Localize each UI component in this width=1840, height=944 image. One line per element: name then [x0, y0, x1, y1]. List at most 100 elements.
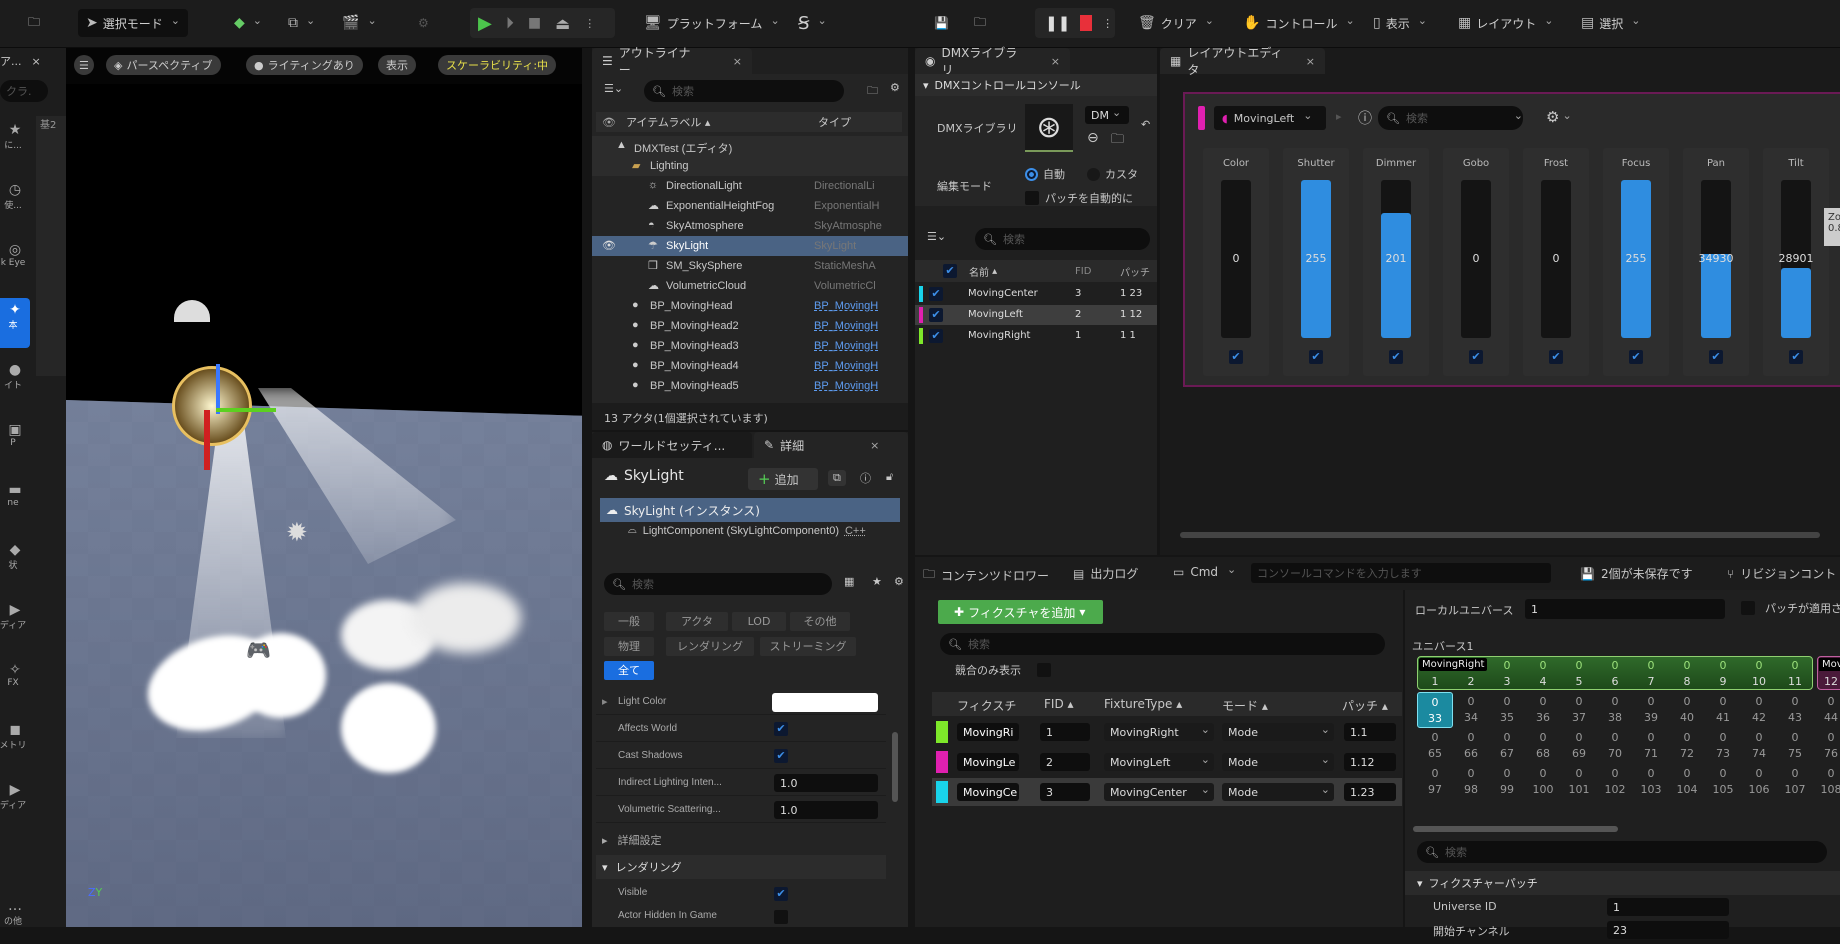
fader-enable-checkbox[interactable]: ✔ [1389, 350, 1403, 364]
channel-cell[interactable]: 0 72 [1669, 728, 1705, 764]
channel-cell[interactable]: 0 11 [1777, 656, 1813, 692]
category-4[interactable]: ● イト [0, 358, 30, 408]
fixture-row[interactable]: ✔ MovingLeft 2 1 12 [915, 305, 1157, 325]
rendering-section[interactable]: ▾ レンダリング [596, 855, 886, 879]
control-console-section[interactable]: ▾ DMXコントロールコンソール [915, 74, 1157, 96]
patch-row[interactable]: MovingCe 3 MovingCenter Mode 1.23 [932, 778, 1402, 806]
fid-input[interactable]: 2 [1040, 753, 1090, 771]
view-dropdown[interactable]: ▯ 表示 [1365, 9, 1435, 37]
advanced-section[interactable]: ▸ 詳細設定 [596, 829, 886, 851]
item-type[interactable]: BP_MovingH [814, 300, 879, 312]
lit-mode-button[interactable]: ● ライティングあり [246, 55, 363, 75]
fader-track[interactable]: 0 [1541, 180, 1571, 338]
stop-icon[interactable]: ■ [527, 15, 542, 31]
fader-enable-checkbox[interactable]: ✔ [1789, 350, 1803, 364]
record-stop-icon[interactable] [1080, 15, 1093, 31]
perspective-button[interactable]: ◈ パースペクティブ [106, 55, 221, 75]
column-patch[interactable]: パッチ [1120, 267, 1150, 279]
item-type[interactable]: BP_MovingH [814, 380, 879, 392]
play-icon[interactable]: ▶ [478, 12, 492, 34]
channel-cell[interactable]: 0 39 [1633, 692, 1669, 728]
start-channel-input[interactable]: 23 [1607, 921, 1729, 939]
cinematics-button[interactable]: 🎬 [334, 9, 385, 37]
gizmo-z-axis[interactable] [216, 364, 220, 414]
fader-enable-checkbox[interactable]: ✔ [1309, 350, 1323, 364]
fixture-name-input[interactable]: MovingCe [957, 783, 1019, 801]
outliner-row[interactable]: ☁ ExponentialHeightFog ExponentialH [592, 196, 908, 216]
help-icon[interactable]: ⓘ [860, 472, 871, 485]
content-drawer-button[interactable]: 🗀 コンテンツドロワー [923, 565, 1049, 586]
settings-icon[interactable]: ⚙ [894, 575, 904, 588]
select-dropdown[interactable]: ▤ 選択 [1573, 9, 1648, 37]
details-scrollbar[interactable] [892, 732, 898, 802]
horizontal-scrollbar[interactable] [1180, 532, 1820, 538]
auto-patch-checkbox[interactable]: パッチを自動的に [1025, 190, 1133, 206]
channel-cell[interactable]: 0 35 [1489, 692, 1525, 728]
lock-icon[interactable]: 🔓︎ [886, 470, 894, 483]
channel-cell[interactable]: 0 76 [1813, 728, 1840, 764]
add-actor-button[interactable]: ◆ [226, 9, 270, 37]
category-11[interactable]: ▶ ディア [0, 778, 30, 828]
channel-cell[interactable]: 0 41 [1705, 692, 1741, 728]
patch-input[interactable]: 1.1 [1344, 723, 1396, 741]
mode-dropdown[interactable]: Mode [1222, 783, 1334, 801]
visibility-icon[interactable]: 👁 [602, 240, 616, 252]
channel-cell[interactable]: 0 101 [1561, 764, 1597, 800]
table-view-icon[interactable]: ▦ [844, 575, 855, 588]
gizmo-y-axis[interactable] [216, 408, 276, 412]
channel-cell[interactable]: 0 67 [1489, 728, 1525, 764]
channel-cell[interactable]: 0 100 [1525, 764, 1561, 800]
category-7[interactable]: ◆ 状 [0, 538, 30, 588]
add-fixture-button[interactable]: ✚ フィクスチャを追加 ▾ [938, 600, 1103, 624]
channel-cell[interactable]: 0 73 [1705, 728, 1741, 764]
filter-chip[interactable]: ストリーミング [760, 637, 856, 656]
settings-icon[interactable]: ⚙ [890, 81, 900, 94]
filter-chip[interactable]: レンダリング [666, 637, 754, 656]
add-component-button[interactable]: + 追加 [748, 468, 818, 490]
patch-row[interactable]: MovingRi 1 MovingRight Mode 1.1 [932, 718, 1402, 746]
channel-cell[interactable]: 0 33 [1417, 692, 1453, 728]
channel-cell[interactable]: 0 99 [1489, 764, 1525, 800]
column-fid[interactable]: FID ▴ [1044, 697, 1074, 711]
fader-enable-checkbox[interactable]: ✔ [1229, 350, 1243, 364]
category-3[interactable]: ✦ 本 [0, 298, 30, 348]
layout-editor-tab[interactable]: ▦ レイアウトエディタ × [1160, 46, 1325, 77]
sun-icon[interactable]: ✹ [286, 518, 308, 548]
clear-dropdown[interactable]: 🗑 クリア [1130, 9, 1222, 37]
channel-cell[interactable]: 1 [1417, 656, 1453, 692]
local-universe-input[interactable]: 1 [1525, 599, 1725, 619]
outliner-row[interactable]: ☼ DirectionalLight DirectionalLi [592, 176, 908, 196]
fixture-patch-search[interactable]: 🔍︎ 検索 [940, 633, 1385, 655]
category-2[interactable]: ◎ k Eye [0, 238, 30, 288]
select-mode-dropdown[interactable]: ➤ 選択モード [78, 9, 188, 37]
dmx-library-asset-thumbnail[interactable]: ⊛ [1025, 104, 1073, 152]
channel-cell[interactable]: 0 65 [1417, 728, 1453, 764]
category-12[interactable]: … の他 [0, 894, 30, 944]
details-search[interactable]: 🔍︎ 検索 [604, 573, 832, 595]
channel-cell[interactable]: 0 40 [1669, 692, 1705, 728]
channel-cell[interactable]: 0 68 [1525, 728, 1561, 764]
outliner-row[interactable]: ◓ SkyAtmosphere SkyAtmosphe [592, 216, 908, 236]
edit-mode-custom-radio[interactable]: カスタ [1087, 166, 1138, 182]
fader-track[interactable]: 201 [1381, 180, 1411, 338]
number-input[interactable]: 1.0 [774, 801, 878, 819]
component-row[interactable]: ⌓ LightComponent (SkyLightComponent0) C++ [628, 524, 866, 537]
outliner-row[interactable]: ● BP_MovingHead5 BP_MovingH [592, 376, 908, 396]
select-all-checkbox[interactable]: ✔ [943, 264, 957, 278]
category-5[interactable]: ▣ P [0, 418, 30, 468]
source-control-button[interactable]: Ꞩ [790, 9, 835, 37]
viewport-menu-button[interactable]: ☰ [74, 55, 94, 75]
category-10[interactable]: ◼ メトリ [0, 718, 30, 768]
fader-enable-checkbox[interactable]: ✔ [1549, 350, 1563, 364]
browse-icon[interactable]: 🗀 [974, 14, 987, 29]
selected-skylight-gizmo[interactable] [172, 366, 252, 446]
column-fixture[interactable]: フィクスチ [957, 699, 1017, 713]
channel-cell[interactable]: 0 71 [1633, 728, 1669, 764]
outliner-row[interactable]: ● BP_MovingHead3 BP_MovingH [592, 336, 908, 356]
column-item-label[interactable]: アイテムラベル [625, 116, 702, 129]
platform-dropdown[interactable]: 🖥 プラットフォーム [636, 9, 788, 37]
fixture-checkbox[interactable]: ✔ [929, 287, 943, 301]
place-actors-search[interactable]: クラ. [0, 80, 48, 102]
fixture-search[interactable]: 🔍︎ 検索 [975, 228, 1150, 250]
